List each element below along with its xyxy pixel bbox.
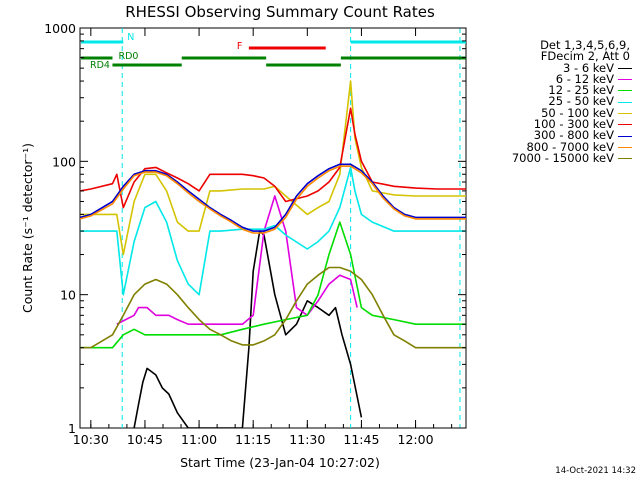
- legend-swatch-0: [618, 67, 632, 69]
- series-line-4: [80, 80, 466, 256]
- x-tick-label-6: 12:00: [398, 432, 434, 447]
- y-tick-label-3: 1000: [44, 21, 76, 36]
- legend-swatch-8: [618, 158, 632, 160]
- legend-swatch-7: [618, 146, 632, 148]
- y-tick-label-1: 10: [60, 288, 76, 303]
- legend-label-3: 25 - 50 keV: [548, 94, 614, 109]
- legend-item-8: 7000 - 15000 keV: [478, 150, 638, 165]
- legend-label-1: 6 - 12 keV: [555, 71, 614, 86]
- legend-label-0: 3 - 6 keV: [563, 60, 614, 75]
- legend-item-3: 25 - 50 keV: [478, 96, 638, 107]
- chart-title: RHESSI Observing Summary Count Rates: [125, 3, 435, 21]
- axes: 10:30 10:45 11:00 11:15 11:30 11:45 12:00 1 10 10…: [44, 21, 466, 447]
- x-tick-label-5: 11:45: [343, 432, 379, 447]
- x-tick-label-2: 11:00: [181, 432, 217, 447]
- legend-label-2: 12 - 25 keV: [548, 83, 614, 98]
- y-tick-label-0: 1: [68, 421, 76, 436]
- legend-label-5: 100 - 300 keV: [533, 117, 614, 132]
- x-tick-label-3: 11:15: [235, 432, 271, 447]
- series-line-0: [133, 230, 363, 428]
- legend-label-7: 800 - 7000 keV: [526, 139, 614, 154]
- legend-header-2: FDecim 2, Att 0: [540, 49, 630, 64]
- status-label-n: N: [127, 32, 134, 43]
- legend-item-1: 6 - 12 keV: [478, 71, 638, 86]
- legend-item-5: 100 - 300 keV: [478, 117, 638, 132]
- status-label-f: F: [237, 41, 242, 52]
- x-tick-label-4: 11:30: [289, 432, 325, 447]
- status-label-rd0: RD0: [118, 51, 138, 62]
- legend-header-1: Det 1,3,4,5,6,9,: [540, 38, 630, 52]
- legend-swatch-1: [618, 79, 632, 81]
- legend-swatch-2: [618, 90, 632, 92]
- legend-item-2: 12 - 25 keV: [478, 83, 638, 98]
- legend-label-8: 7000 - 15000 keV: [511, 150, 614, 165]
- x-tick-label-0: 10:30: [73, 432, 109, 447]
- series-layer: [80, 28, 466, 428]
- legend-swatch-3: [618, 101, 632, 103]
- series-line-7: [80, 165, 466, 234]
- plot-frame: [79, 27, 467, 429]
- chart-frame: [79, 27, 467, 429]
- y-tick-label-2: 100: [52, 154, 76, 169]
- legend-swatch-4: [618, 112, 632, 114]
- legend-swatch-6: [618, 135, 632, 137]
- legend-item-7: 800 - 7000 keV: [478, 139, 638, 154]
- series-line-3: [80, 166, 466, 296]
- legend: Det 1,3,4,5,6,9, FDecim 2, Att 0 3 - 6 k…: [478, 38, 638, 165]
- series-line-5: [80, 107, 466, 209]
- legend-label-4: 50 - 100 keV: [541, 105, 614, 120]
- y-axis-label: Count Rate (s⁻¹ detector⁻¹): [20, 143, 35, 313]
- status-label-rd4: RD4: [90, 60, 110, 71]
- legend-item-0: 3 - 6 keV: [478, 60, 638, 75]
- generated-date: 14-Oct-2021 14:32: [555, 466, 636, 476]
- series-line-6: [80, 163, 466, 232]
- legend-item-6: 300 - 800 keV: [478, 128, 638, 143]
- legend-item-4: 50 - 100 keV: [478, 105, 638, 120]
- x-tick-label-1: 10:45: [127, 432, 163, 447]
- series-line-1: [116, 195, 358, 325]
- status-bars: N F RD0 RD4: [81, 32, 466, 71]
- legend-label-6: 300 - 800 keV: [533, 128, 614, 143]
- x-axis-label: Start Time (23-Jan-04 10:27:02): [180, 455, 380, 470]
- series-line-8: [80, 266, 466, 349]
- legend-swatch-5: [618, 124, 632, 126]
